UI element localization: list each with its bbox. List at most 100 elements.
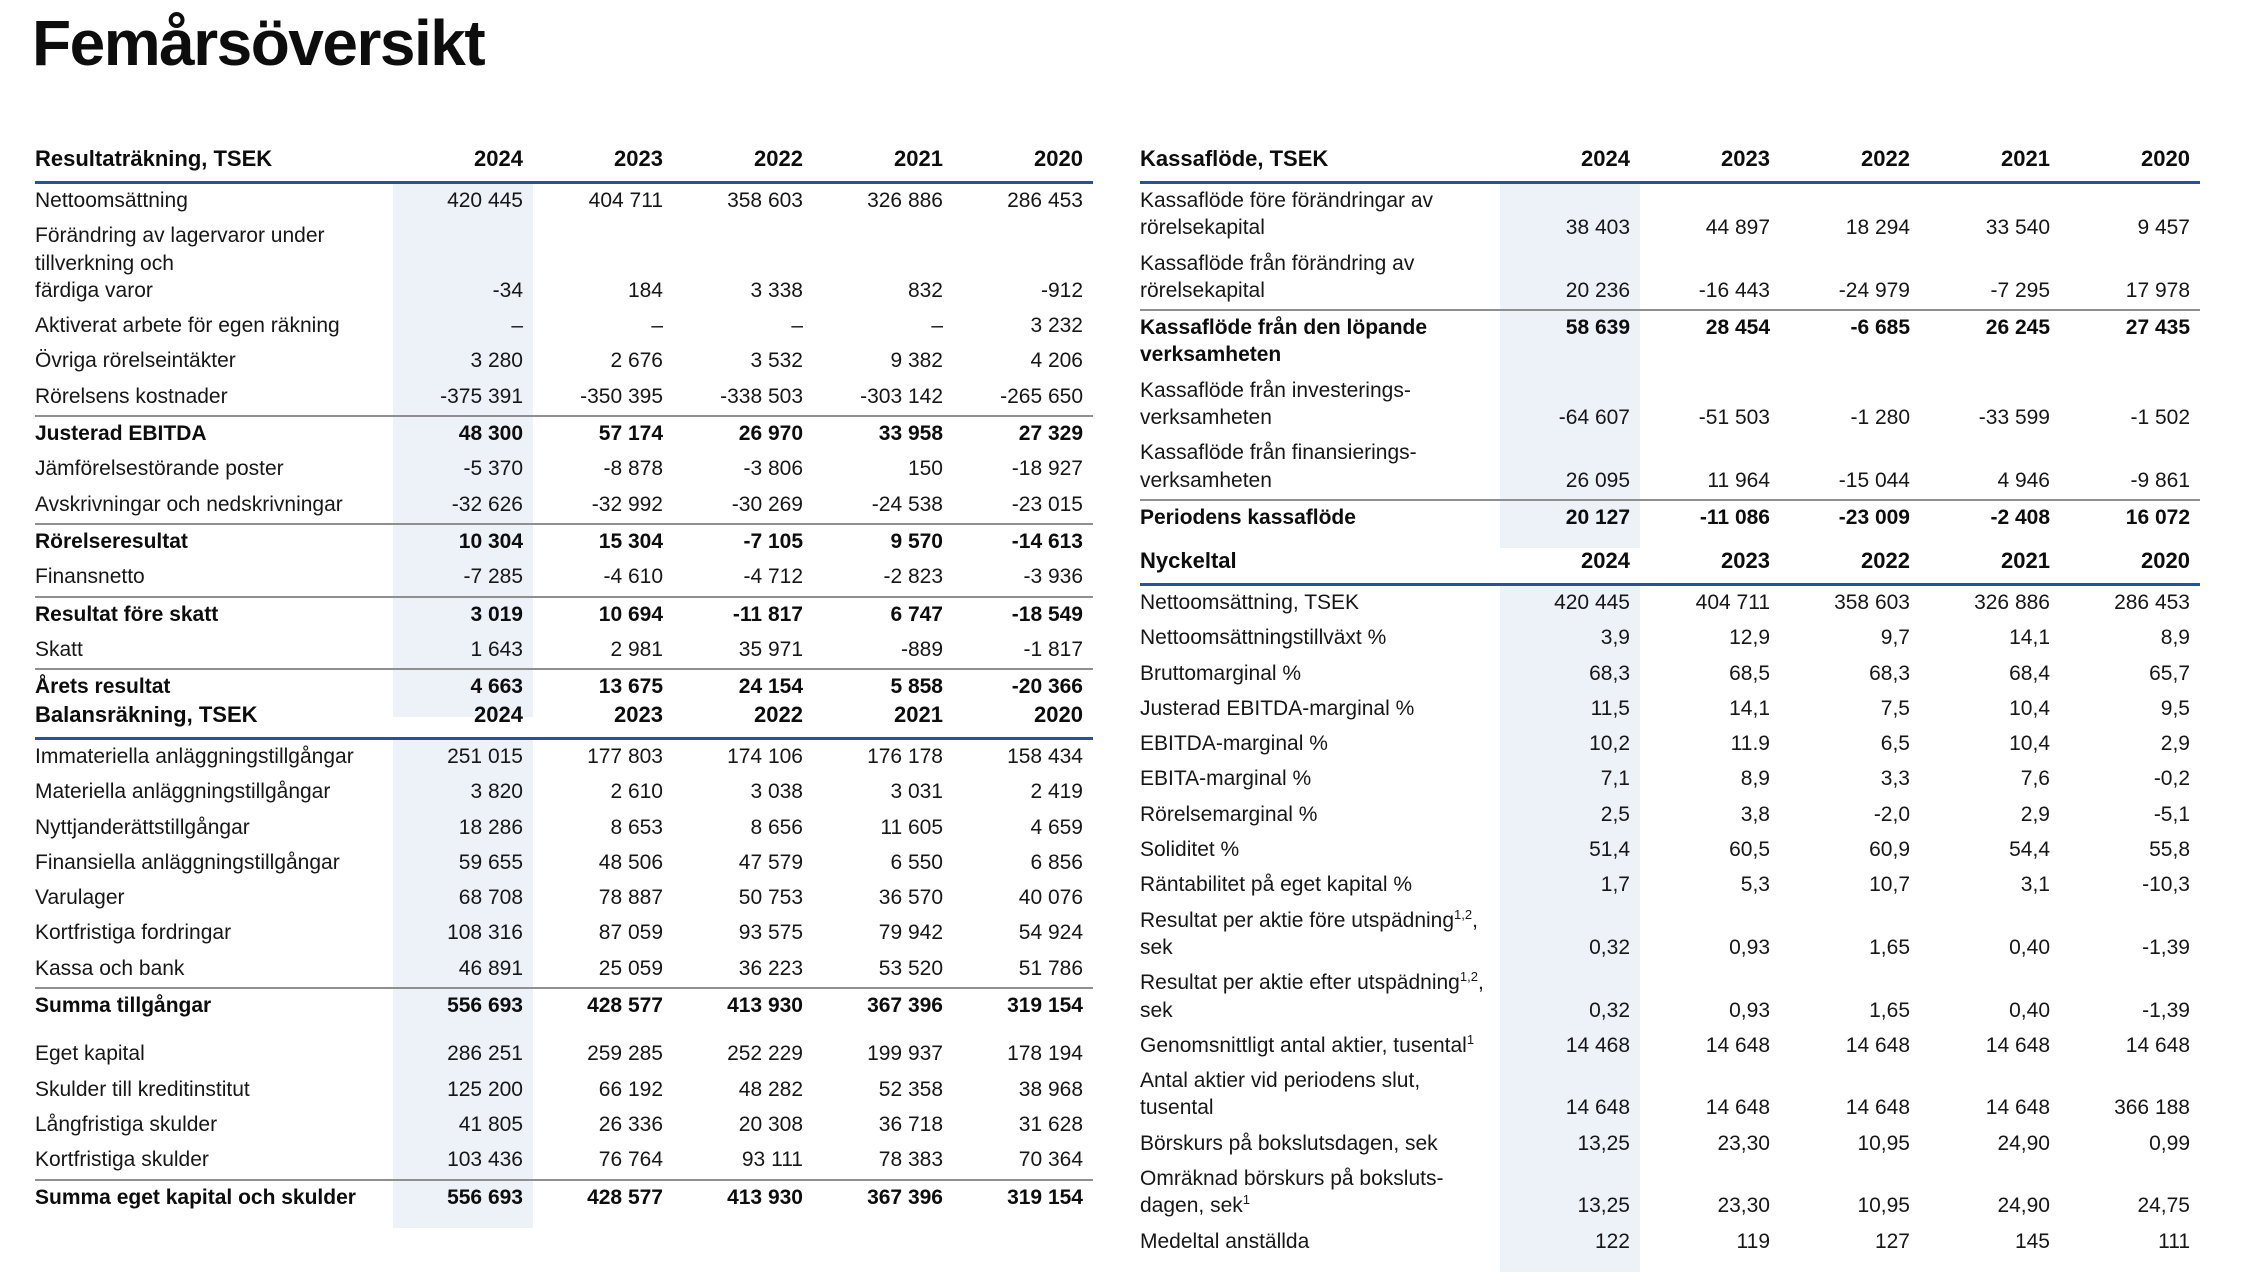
row-value: 420 445 [393, 182, 533, 220]
year-column-header: 2024 [1500, 146, 1640, 184]
row-value: 9 382 [890, 349, 943, 373]
row-value: 44 897 [1705, 216, 1770, 240]
row-value: -11 086 [1640, 498, 1780, 537]
row-value: 184 [627, 278, 663, 302]
row-value: 3 232 [1030, 314, 1083, 338]
row-value: 16 072 [2060, 498, 2200, 537]
row-value: 50 753 [738, 886, 803, 910]
row-value: 70 364 [1018, 1148, 1083, 1172]
table-row: Långfristiga skulder 41 805 26 336 20 308 36… [35, 1107, 1093, 1144]
row-label: Justerad EBITDA [35, 415, 393, 453]
row-value: -6 685 [1780, 309, 1920, 374]
table-row: Aktiverat arbete för egen räkning – – – – 3 2… [35, 309, 1093, 345]
income-statement-table: Resultaträkning, TSEK 2024 2023 2022 2021 202… [35, 146, 1093, 718]
row-value: 26 245 [1920, 309, 2060, 374]
row-value: 6 856 [1030, 850, 1083, 874]
year-column-header: 2021 [813, 702, 953, 740]
row-label: Rörelsemarginal % [1140, 802, 1318, 826]
year-column-header: 2024 [393, 702, 533, 740]
highlight-tail [35, 1215, 1093, 1228]
table-title: Resultaträkning, TSEK [35, 146, 393, 184]
row-value: 10,4 [2009, 732, 2050, 756]
row-label: Varulager [35, 886, 125, 910]
row-value: 7,1 [1500, 762, 1640, 798]
table-row: EBITDA-marginal % 10,2 11.9 6,5 10,4 2,9 [1140, 727, 2200, 763]
row-value: 52 358 [878, 1077, 943, 1101]
table-header-row: Balansräkning, TSEK 2024 2023 2022 2021 2020 [35, 702, 1093, 740]
row-value: 259 285 [587, 1042, 663, 1066]
table-row: Skulder till kreditinstitut 125 200 66 192… [35, 1072, 1093, 1108]
row-label: Årets resultat [35, 668, 393, 706]
table-title: Nyckeltal [1140, 548, 1500, 586]
row-label: Nettoomsättning, TSEK [1140, 591, 1360, 614]
row-value: 31 628 [1018, 1112, 1083, 1136]
row-value: 14 648 [1845, 1033, 1910, 1057]
table-row: Kassaflöde före förändringar av rörelseka… [1140, 182, 2200, 247]
row-label: EBITA-marginal % [1140, 767, 1312, 791]
row-value: 11.9 [1730, 732, 1770, 756]
row-value: 24,75 [2137, 1194, 2190, 1218]
table-row: EBITA-marginal % 7,1 8,9 3,3 7,6 -0,2 [1140, 762, 2200, 798]
row-label: Kassaflöde från finansierings-verksamhet… [1140, 441, 1417, 492]
year-column-header: 2024 [1500, 548, 1640, 586]
row-value: 25 059 [598, 956, 663, 980]
row-value: 15 304 [533, 522, 673, 561]
row-value: 23,30 [1717, 1194, 1770, 1218]
table-row: Omräknad börskurs på boksluts-dagen, sek… [1140, 1162, 2200, 1225]
row-value: -265 650 [1000, 384, 1083, 408]
row-value: 68,4 [2009, 661, 2050, 685]
row-value: 14 648 [1500, 1064, 1640, 1127]
row-value: 10,95 [1857, 1131, 1910, 1155]
row-value: 6 747 [813, 595, 953, 633]
row-value: 2,5 [1500, 797, 1640, 834]
row-value: 556 693 [393, 1178, 533, 1216]
row-label: Nettoomsättningstillväxt % [1140, 626, 1387, 650]
row-value: 78 383 [878, 1148, 943, 1172]
table-row: Resultat per aktie efter utspädning1,2, s… [1140, 966, 2200, 1029]
table-row: Nyttjanderättstillgångar 18 286 8 653 8 656… [35, 810, 1093, 846]
row-value: 8,9 [2160, 626, 2190, 650]
row-value: 556 693 [393, 987, 533, 1025]
table-row: Räntabilitet på eget kapital % 1,7 5,3 10,7… [1140, 868, 2200, 904]
table-row: Finansiella anläggningstillgångar 59 655 4… [35, 845, 1093, 882]
row-value: -30 269 [731, 492, 803, 516]
row-label: Kortfristiga skulder [35, 1148, 209, 1172]
row-label: Skulder till kreditinstitut [35, 1077, 250, 1101]
row-value: 10,4 [2009, 696, 2050, 720]
row-value: 48 300 [393, 415, 533, 453]
row-value: -375 391 [393, 379, 533, 417]
row-value: 36 570 [878, 886, 943, 910]
row-label: Börskurs på bokslutsdagen, sek [1140, 1131, 1438, 1155]
table-row: Summa eget kapital och skulder 556 693 428… [35, 1178, 1093, 1216]
row-value: -33 599 [1978, 406, 2050, 430]
row-value: -2 823 [883, 565, 943, 589]
row-value: -10,3 [2142, 873, 2190, 897]
row-value: 10 304 [393, 522, 533, 561]
row-label: Finansnetto [35, 565, 145, 589]
row-value: 6 550 [890, 850, 943, 874]
row-value: 413 930 [673, 1178, 813, 1216]
table-row: Börskurs på bokslutsdagen, sek 13,25 23,30… [1140, 1126, 2200, 1163]
row-label: Summa tillgångar [35, 987, 393, 1025]
row-label: Kassaflöde från förändring av rörelsekapi… [1140, 251, 1415, 302]
row-value: 65,7 [2149, 661, 2190, 685]
key-ratios-table: Nyckeltal 2024 2023 2022 2021 2020 Nettoomsätt… [1140, 548, 2200, 1272]
row-value: 108 316 [393, 916, 533, 952]
row-value: 23,30 [1717, 1131, 1770, 1155]
table-row: Nettoomsättning, TSEK 420 445 404 711 358 6… [1140, 584, 2200, 622]
row-value: 326 886 [867, 189, 943, 212]
row-value: -24 979 [1838, 278, 1910, 302]
row-value: 78 887 [598, 886, 663, 910]
row-value: -350 395 [580, 384, 663, 408]
row-value: 14 468 [1500, 1028, 1640, 1065]
row-value: -1 817 [1023, 637, 1083, 661]
row-value: 41 805 [393, 1107, 533, 1144]
row-value: 3 038 [750, 780, 803, 804]
row-label: Justerad EBITDA-marginal % [1140, 696, 1415, 720]
row-value: -3 806 [743, 457, 803, 481]
row-value: 1,65 [1869, 935, 1910, 959]
row-value: 176 178 [867, 745, 943, 768]
row-value: 14 648 [1985, 1033, 2050, 1057]
row-value: 0,93 [1729, 998, 1770, 1022]
row-label: Avskrivningar och nedskrivningar [35, 492, 343, 516]
